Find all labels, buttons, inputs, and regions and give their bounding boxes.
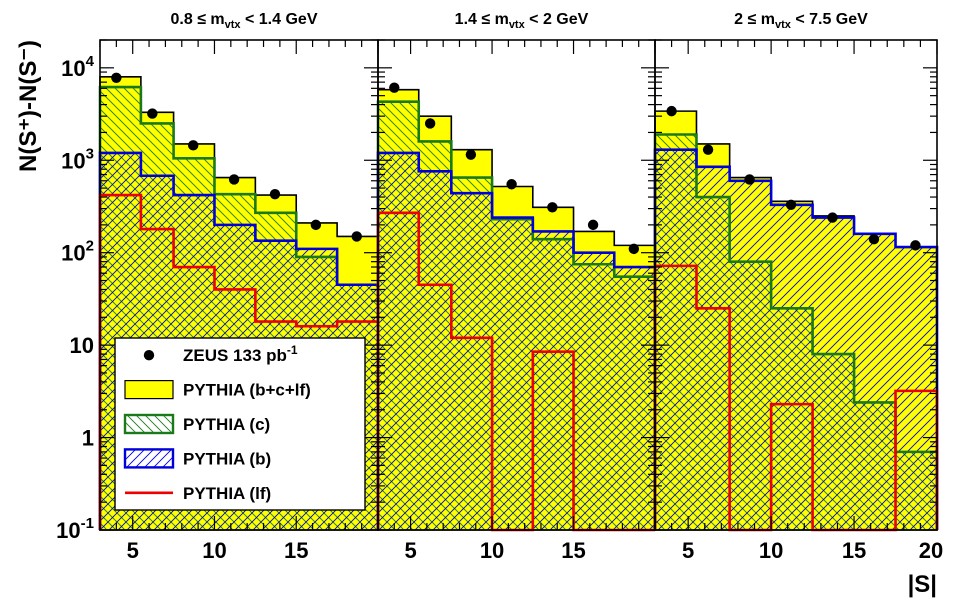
legend-label: PYTHIA (b+c+lf) <box>183 381 311 400</box>
data-point <box>188 140 199 151</box>
data-point <box>351 231 362 242</box>
y-tick-base: 10 <box>61 148 85 173</box>
legend-label-exponent: -1 <box>287 343 298 357</box>
legend-marker-data <box>143 350 155 361</box>
data-point <box>465 149 477 160</box>
x-tick-label: 5 <box>404 538 416 563</box>
c-histogram <box>376 100 657 530</box>
panel-title-main: 0.8 ≤ m <box>171 11 225 28</box>
legend-label: PYTHIA (b) <box>183 449 271 468</box>
data-point <box>785 199 797 210</box>
b-histogram <box>98 151 380 530</box>
x-tick-label: 15 <box>842 538 866 563</box>
x-tick-label: 20 <box>919 538 943 563</box>
data-point <box>910 240 921 251</box>
y-tick-base: 10 <box>56 518 80 543</box>
legend-label: PYTHIA (c) <box>183 415 270 434</box>
y-tick-label: 1 <box>82 426 94 451</box>
data-point <box>587 219 599 231</box>
legend-swatch-b <box>123 448 175 469</box>
y-tick-base: 10 <box>61 56 85 81</box>
data-point <box>147 108 158 119</box>
y-tick-exponent: 4 <box>86 53 95 70</box>
legend-label: PYTHIA (lf) <box>183 484 271 503</box>
data-point <box>269 188 281 200</box>
data-point <box>702 144 714 155</box>
data-point <box>424 118 436 129</box>
panel-title-subscript: vtx <box>509 19 526 31</box>
legend-label: ZEUS 133 pb-1 <box>183 343 298 365</box>
data-point <box>111 72 122 83</box>
panel-title: 0.8 ≤ mvtx < 1.4 GeV <box>171 11 318 31</box>
data-point <box>744 174 755 185</box>
panel-title: 2 ≤ mvtx < 7.5 GeV <box>734 11 868 31</box>
b-hatch-fill <box>655 149 937 530</box>
y-tick-label: 104 <box>61 53 94 81</box>
x-tick-label: 10 <box>202 538 226 563</box>
b-hatch-fill <box>378 152 655 531</box>
y-tick-label: 102 <box>61 238 94 266</box>
panel-title-rest: < 2 GeV <box>525 11 589 28</box>
y-tick-exponent: -1 <box>81 515 94 532</box>
data-point <box>827 212 838 223</box>
data-point <box>506 179 517 190</box>
panel-2 <box>376 82 657 532</box>
data-point <box>389 82 400 93</box>
panel-frame <box>654 39 938 531</box>
data-point <box>547 202 558 213</box>
y-axis-title: N(S⁺)-N(S⁻) <box>15 40 42 172</box>
data-point <box>666 105 677 117</box>
data-point <box>228 174 240 185</box>
b-histogram <box>376 151 657 530</box>
x-tick-label: 15 <box>561 538 585 563</box>
legend-label-main: ZEUS 133 pb <box>183 346 287 365</box>
x-tick-label: 5 <box>682 538 694 563</box>
y-tick-base: 10 <box>61 241 85 266</box>
legend: ZEUS 133 pb-1 PYTHIA (b+c+lf) PYTHIA (c) PY… <box>114 337 366 511</box>
y-tick-label: 10-1 <box>56 515 94 543</box>
panel-title-subscript: vtx <box>775 19 792 31</box>
lf-histogram <box>98 193 380 530</box>
x-tick-label: 5 <box>127 538 139 563</box>
y-tick-label: 10 <box>70 333 94 358</box>
legend-swatch-total <box>124 380 174 400</box>
data-point <box>868 233 880 245</box>
data-point <box>310 219 322 231</box>
panel-title-main: 2 ≤ m <box>734 11 775 28</box>
panel-3 <box>653 105 939 532</box>
x-tick-label: 15 <box>284 538 308 563</box>
panel-title-rest: < 1.4 GeV <box>241 11 318 28</box>
panel-title: 1.4 ≤ mvtx < 2 GeV <box>455 11 589 31</box>
lf-histogram <box>376 211 655 532</box>
x-tick-label: 10 <box>759 538 783 563</box>
legend-swatch-c <box>123 413 175 435</box>
x-tick-label: 10 <box>480 538 504 563</box>
panel-title-rest: < 7.5 GeV <box>791 11 868 28</box>
data-point <box>628 243 640 255</box>
y-tick-label: 103 <box>61 145 94 173</box>
lf-histogram <box>653 264 939 532</box>
panel-title-main: 1.4 ≤ m <box>455 11 509 28</box>
x-axis-title: |S| <box>908 571 937 598</box>
y-tick-exponent: 3 <box>86 145 94 162</box>
panel-title-subscript: vtx <box>225 19 242 31</box>
y-tick-exponent: 2 <box>86 238 94 255</box>
